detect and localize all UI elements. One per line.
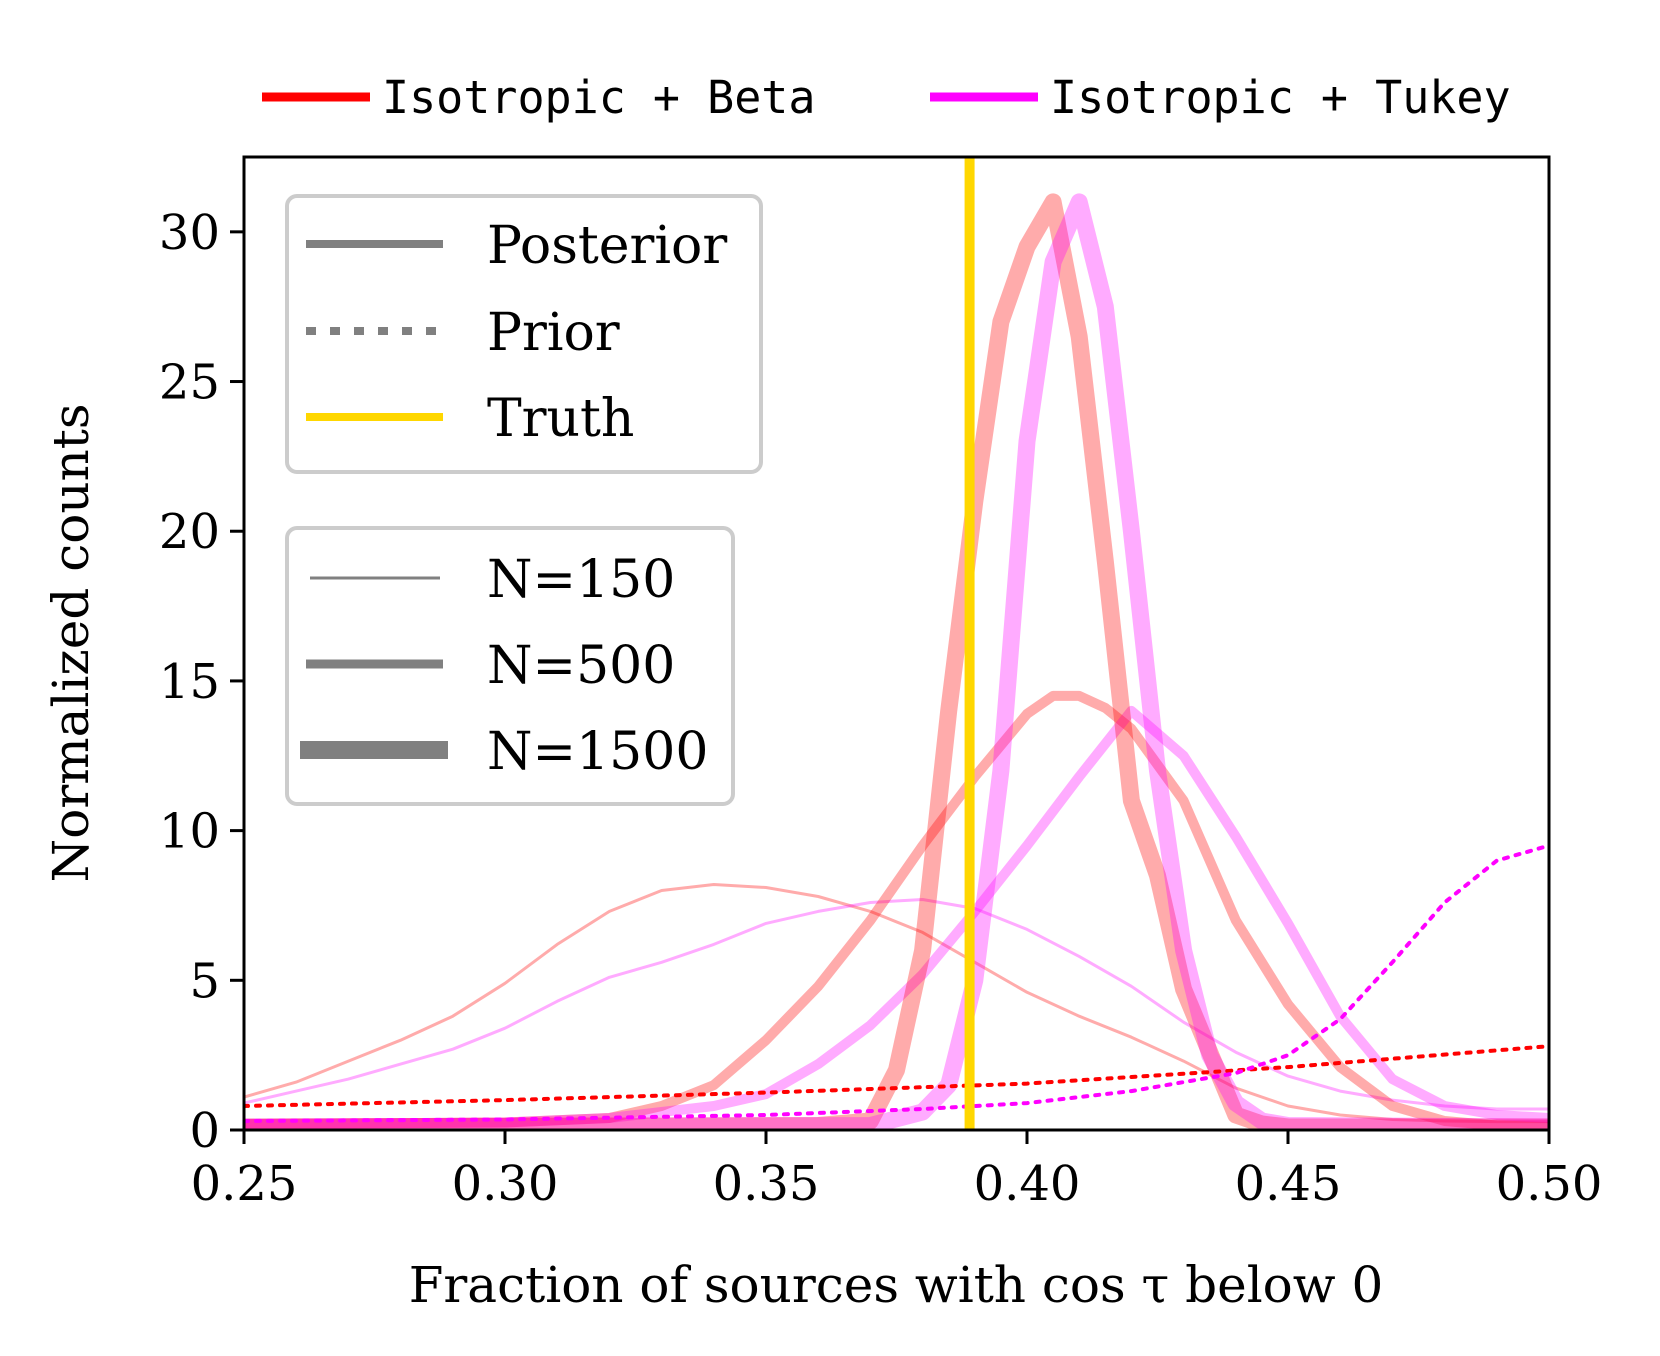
x-tick-label: 0.40 [974, 1156, 1081, 1212]
x-tick-label: 0.50 [1496, 1156, 1603, 1212]
x-tick-label: 0.30 [452, 1156, 559, 1212]
y-tick-label: 30 [159, 205, 220, 261]
top-legend: Isotropic + Beta Isotropic + Tukey [262, 71, 1511, 124]
legend-n150-label: N=150 [487, 550, 675, 610]
y-tick-label: 20 [159, 504, 220, 560]
series-beta-prior [244, 1044, 1549, 1108]
series-tukey-posterior-n500 [244, 705, 1549, 1129]
legend-truth-label: Truth [487, 389, 634, 449]
y-tick-label: 10 [159, 804, 220, 860]
y-tick-label: 25 [159, 355, 220, 411]
style-legend: Posterior Prior Truth [285, 194, 763, 474]
series-layer [244, 193, 1549, 1130]
y-tick-label: 5 [189, 953, 220, 1009]
x-tick-label: 0.45 [1235, 1156, 1342, 1212]
plot-frame [242, 155, 1551, 1132]
y-tick-label: 0 [189, 1103, 220, 1159]
style-legend-box [285, 194, 763, 474]
x-axis-label: Fraction of sources with cos τ below 0 [409, 1256, 1384, 1314]
size-legend-box [285, 526, 735, 806]
x-tick-label: 0.25 [191, 1156, 298, 1212]
legend-prior-label: Prior [487, 303, 620, 363]
legend-label-beta: Isotropic + Beta [382, 71, 815, 124]
series-tukey-posterior-n150 [244, 898, 1549, 1111]
series-beta-posterior-n150 [244, 883, 1549, 1124]
size-legend: N=150 N=500 N=1500 [285, 526, 735, 806]
legend-label-tukey: Isotropic + Tukey [1050, 71, 1511, 124]
y-axis-label: Normalized counts [42, 403, 100, 882]
series-beta-posterior-n1500 [244, 193, 1549, 1130]
y-tick-label: 15 [159, 654, 220, 710]
legend-posterior-label: Posterior [487, 216, 727, 276]
x-axis-ticks: 0.25 0.30 0.35 0.40 0.45 0.50 [191, 1130, 1603, 1212]
series-tukey-posterior-n1500 [244, 193, 1549, 1130]
y-axis-ticks: 0 5 10 15 20 25 30 [159, 205, 244, 1159]
legend-n500-label: N=500 [487, 636, 675, 696]
series-beta-posterior-n500 [244, 690, 1549, 1130]
x-tick-label: 0.35 [713, 1156, 820, 1212]
legend-n1500-label: N=1500 [487, 722, 708, 782]
